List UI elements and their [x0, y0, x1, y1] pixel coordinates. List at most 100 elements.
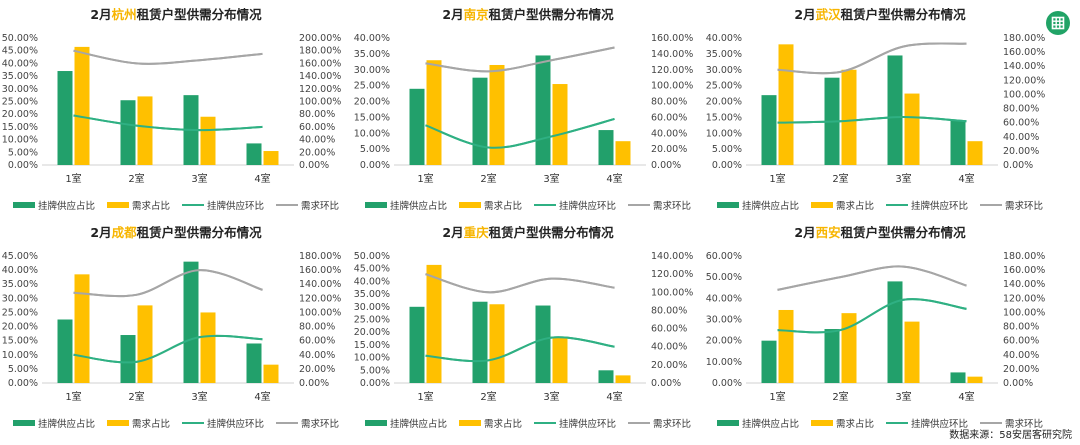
supply-mom-line-overlay: [777, 116, 967, 124]
demand-share-bar: [778, 309, 794, 383]
chart-plot: 0.00% 5.00% 10.00% 15.00% 20.00% 25.00% 30.00%…: [354, 33, 694, 185]
demand-share-bar: [200, 312, 216, 383]
y-right-tick-label: 100.00%: [651, 81, 693, 92]
legend-label: 挂牌供应环比: [911, 419, 969, 430]
demand-mom-line: [777, 42, 967, 75]
y-left-tick-label: 20.00%: [706, 336, 742, 347]
supply-share-bar: [761, 95, 777, 165]
demand-share-bar: [200, 116, 216, 165]
y-right-tick-label: 40.00%: [651, 128, 687, 139]
chart-plot: 0.00% 5.00% 10.00% 15.00% 20.00% 25.00% 30.00%…: [706, 33, 1046, 185]
y-left-tick-label: 15.00%: [2, 336, 38, 347]
legend-label: 需求占比: [483, 419, 522, 430]
demand-share-bar: [552, 337, 568, 383]
y-right-tick-label: 120.00%: [299, 84, 341, 95]
y-left-tick-label: 25.00%: [2, 307, 38, 318]
y-left-tick-label: 0.00%: [360, 160, 390, 171]
demand-share-bar: [904, 93, 920, 165]
y-left-tick-label: 50.00%: [354, 251, 390, 262]
x-tick-label: 2室: [832, 172, 848, 185]
y-left-tick-label: 40.00%: [354, 33, 390, 44]
y-left-tick-label: 10.00%: [706, 357, 742, 368]
chart-plot: 0.00% 10.00% 20.00% 30.00% 40.00% 50.00% 60.00…: [706, 251, 1046, 403]
demand-share-bar: [841, 313, 857, 383]
demand-share-bar: [841, 69, 857, 165]
x-tick-label: 3室: [191, 172, 207, 185]
supply-share-bar: [887, 281, 903, 383]
legend-swatch: [182, 204, 204, 206]
supply-mom-line-overlay: [73, 114, 263, 132]
chart-title: 2月重庆租赁户型供需分布情况: [442, 225, 614, 240]
x-tick-label: 1室: [417, 172, 433, 185]
y-right-tick-label: 40.00%: [651, 342, 687, 353]
supply-share-bar: [598, 370, 614, 383]
chart-legend: 挂牌供应占比 需求占比 挂牌供应环比 需求环比: [0, 198, 352, 212]
legend-swatch: [106, 202, 129, 208]
legend-swatch: [980, 422, 1003, 424]
demand-share-bar: [426, 264, 442, 383]
chart-panel-hangzhou: 2月杭州租赁户型供需分布情况 0.00% 5.00% 10.00% 15.00% 20.…: [0, 0, 352, 215]
y-left-tick-label: 0.00%: [8, 160, 38, 171]
supply-mom-line-overlay: [777, 298, 967, 334]
x-tick-label: 1室: [65, 172, 81, 185]
legend-item: 挂牌供应环比: [534, 198, 616, 212]
legend-swatch: [534, 422, 556, 424]
legend-item: 挂牌供应占比: [716, 416, 799, 430]
y-left-tick-label: 5.00%: [8, 364, 38, 375]
y-left-tick-label: 10.00%: [354, 128, 390, 139]
legend-label: 挂牌供应占比: [389, 201, 447, 212]
chart-panel-wuhan: 2月武汉租赁户型供需分布情况 0.00% 5.00% 10.00% 15.00% 20.…: [704, 0, 1056, 215]
demand-share-bar: [263, 151, 279, 165]
demand-share-bar: [137, 305, 153, 383]
legend-item: 需求环比: [276, 198, 339, 212]
legend-label: 需求占比: [835, 201, 874, 212]
legend-swatch: [106, 420, 129, 426]
y-left-tick-label: 5.00%: [712, 144, 742, 155]
y-right-tick-label: 20.00%: [1003, 364, 1039, 375]
x-tick-label: 1室: [65, 390, 81, 403]
supply-share-bar: [472, 77, 488, 165]
y-right-tick-label: 0.00%: [651, 378, 681, 389]
y-right-tick-label: 140.00%: [299, 279, 341, 290]
y-right-tick-label: 160.00%: [1003, 47, 1045, 58]
y-right-tick-label: 160.00%: [299, 58, 341, 69]
y-left-tick-label: 60.00%: [706, 251, 742, 262]
y-right-tick-label: 120.00%: [1003, 293, 1045, 304]
demand-mom-line-overlay: [73, 269, 263, 298]
legend-label: 挂牌供应环比: [911, 201, 969, 212]
legend-label: 挂牌供应环比: [559, 201, 617, 212]
x-tick-label: 4室: [254, 172, 270, 185]
demand-share-bar: [489, 64, 505, 165]
supply-share-bar: [535, 55, 551, 165]
y-right-tick-label: 20.00%: [1003, 146, 1039, 157]
demand-mom-line-overlay: [777, 265, 967, 291]
legend-swatch: [810, 202, 833, 208]
y-left-tick-label: 25.00%: [354, 315, 390, 326]
demand-share-bar: [615, 375, 631, 383]
legend-item: 挂牌供应环比: [182, 416, 264, 430]
table-grid-icon[interactable]: [1046, 11, 1070, 35]
y-left-tick-label: 10.00%: [354, 353, 390, 364]
y-right-tick-label: 40.00%: [299, 135, 335, 146]
y-left-tick-label: 10.00%: [2, 135, 38, 146]
chart-plot: 0.00% 5.00% 10.00% 15.00% 20.00% 25.00% 30.00%…: [2, 251, 342, 403]
y-left-tick-label: 50.00%: [706, 272, 742, 283]
y-right-tick-label: 80.00%: [1003, 322, 1039, 333]
supply-share-bar: [57, 71, 73, 165]
legend-swatch: [628, 422, 651, 424]
y-left-tick-label: 30.00%: [706, 65, 742, 76]
data-source-note: 数据来源：58安居客研究院: [949, 430, 1072, 441]
supply-mom-line-overlay: [425, 336, 615, 363]
supply-mom-line-overlay: [425, 117, 615, 149]
legend-label: 需求环比: [1005, 201, 1044, 212]
y-right-tick-label: 160.00%: [1003, 265, 1045, 276]
demand-share-bar: [426, 60, 442, 165]
y-left-tick-label: 40.00%: [2, 265, 38, 276]
supply-share-bar: [409, 88, 425, 165]
y-left-tick-label: 40.00%: [706, 293, 742, 304]
y-right-tick-label: 80.00%: [651, 97, 687, 108]
legend-swatch: [886, 204, 908, 206]
y-left-tick-label: 15.00%: [354, 112, 390, 123]
x-tick-label: 3室: [191, 390, 207, 403]
y-left-tick-label: 35.00%: [354, 49, 390, 60]
